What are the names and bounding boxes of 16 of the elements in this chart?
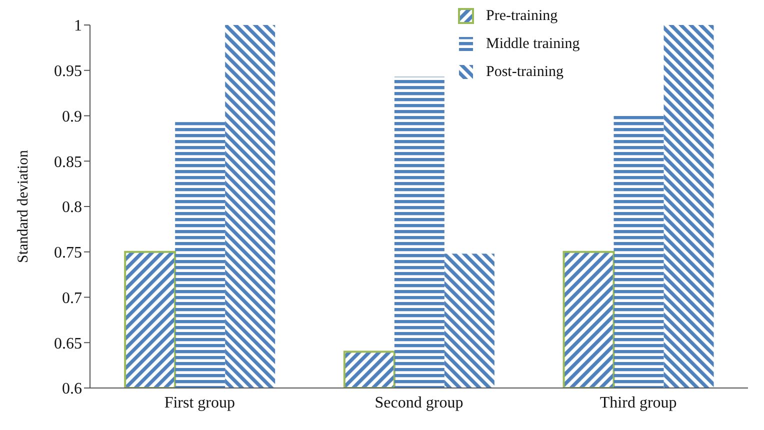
y-tick-label: 0.75 bbox=[54, 244, 82, 262]
y-axis-title: Standard deviation bbox=[15, 150, 32, 263]
y-tick-label: 1 bbox=[74, 18, 82, 35]
x-tick-label: First group bbox=[164, 394, 236, 412]
legend-label: Middle training bbox=[486, 36, 580, 52]
y-tick-label: 0.6 bbox=[62, 380, 82, 398]
y-tick-label: 0.65 bbox=[54, 335, 82, 352]
legend-label: Pre-training bbox=[486, 8, 558, 24]
y-tick-label: 0.7 bbox=[62, 290, 82, 307]
legend-label: Post-training bbox=[486, 64, 564, 80]
y-tick-label: 0.85 bbox=[54, 154, 82, 171]
x-tick-label: Third group bbox=[600, 394, 677, 412]
y-tick-label: 0.95 bbox=[54, 63, 82, 80]
y-tick-label: 0.9 bbox=[62, 108, 82, 126]
y-tick-label: 0.8 bbox=[62, 199, 82, 216]
x-tick-label: Second group bbox=[374, 394, 464, 412]
